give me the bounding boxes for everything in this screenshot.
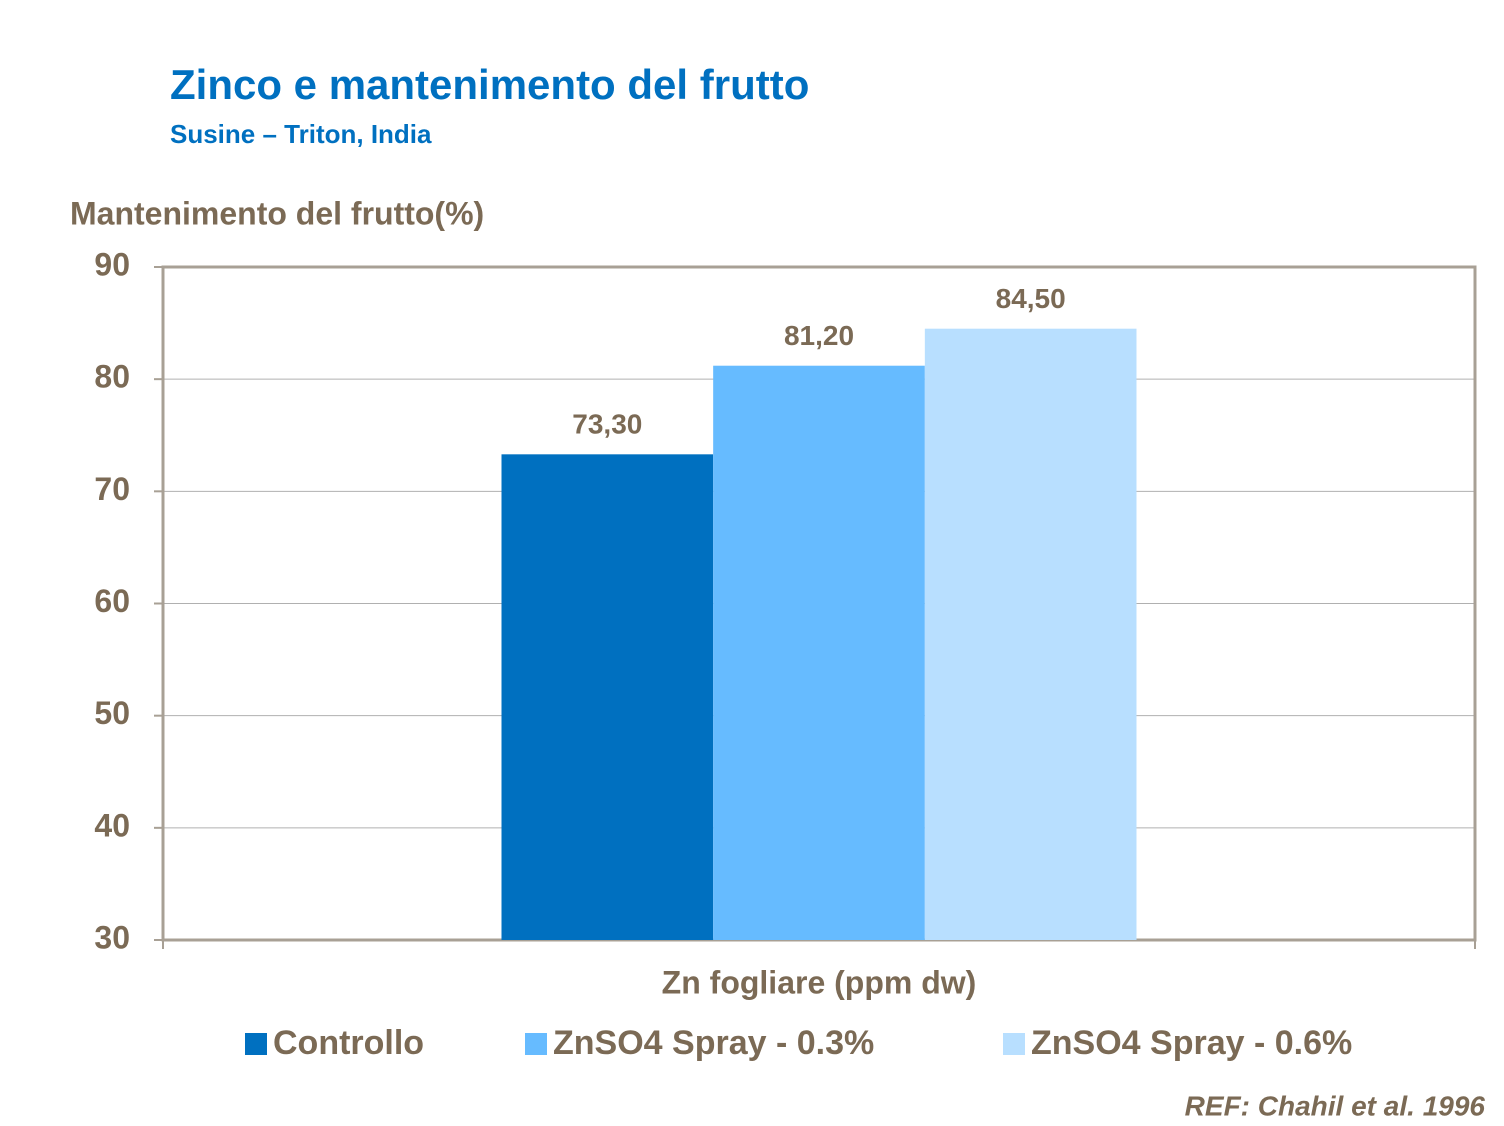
x-axis-label: Zn fogliare (ppm dw)	[662, 964, 977, 1000]
legend-swatch	[245, 1033, 267, 1055]
y-tick-label: 30	[94, 919, 130, 955]
y-tick-label: 80	[94, 359, 130, 395]
y-axis-label: Mantenimento del frutto(%)	[70, 195, 484, 231]
y-tick-label: 40	[94, 807, 130, 843]
bar	[501, 454, 714, 940]
chart-title: Zinco e mantenimento del frutto	[170, 61, 809, 108]
value-label: 84,50	[996, 283, 1066, 314]
value-label: 73,30	[572, 409, 642, 440]
bar	[713, 365, 925, 940]
legend-swatch	[1003, 1033, 1025, 1055]
legend-swatch	[525, 1033, 547, 1055]
y-tick-label: 60	[94, 583, 130, 619]
legend-label: ZnSO4 Spray - 0.6%	[1031, 1024, 1352, 1062]
value-label: 81,20	[784, 320, 854, 351]
legend-label: ZnSO4 Spray - 0.3%	[553, 1024, 874, 1062]
y-tick-label: 90	[94, 246, 130, 282]
bar	[924, 328, 1137, 941]
reference: REF: Chahil et al. 1996	[1185, 1090, 1486, 1121]
y-tick-label: 70	[94, 471, 130, 507]
y-tick-label: 50	[94, 695, 130, 731]
chart-subtitle: Susine – Triton, India	[170, 119, 432, 149]
legend-label: Controllo	[273, 1024, 424, 1062]
